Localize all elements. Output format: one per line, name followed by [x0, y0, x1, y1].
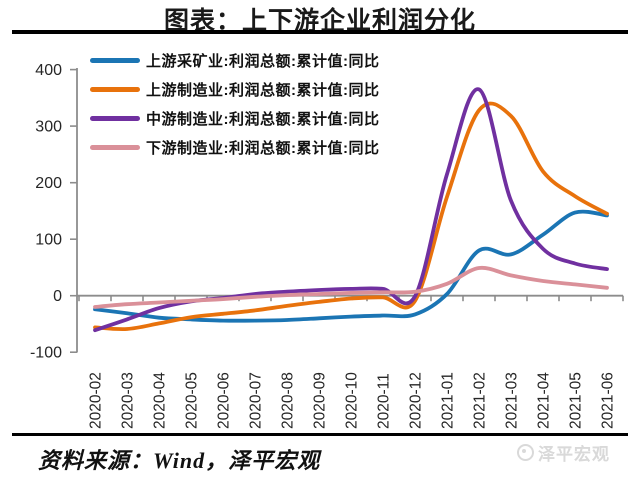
x-tick-label: 2020-08 — [280, 372, 297, 429]
x-tick-label: 2020-12 — [408, 372, 425, 429]
legend-item-midstream-manufacturing: 中游制造业:利润总额:累计值:同比 — [90, 104, 380, 133]
x-tick-label: 2021-05 — [568, 372, 585, 429]
watermark-logo-icon — [517, 444, 534, 461]
watermark: 泽平宏观 — [517, 440, 610, 465]
x-tick-label: 2020-11 — [376, 373, 393, 429]
x-tick-label: 2020-05 — [184, 372, 201, 429]
legend-label: 下游制造业:利润总额:累计值:同比 — [146, 140, 380, 157]
x-tick-label: 2021-02 — [472, 372, 489, 429]
x-tick-label: 2020-10 — [344, 372, 361, 429]
legend-line-swatch — [90, 58, 140, 63]
y-tick-label: 300 — [35, 119, 62, 136]
legend-line-swatch — [90, 145, 140, 150]
x-tick-label: 2020-07 — [248, 372, 265, 429]
watermark-text: 泽平宏观 — [538, 445, 610, 464]
y-tick-label: -100 — [30, 345, 62, 362]
x-tick-label: 2021-03 — [504, 372, 521, 429]
x-tick-label: 2020-04 — [152, 372, 169, 429]
x-tick-label: 2020-09 — [312, 372, 329, 429]
x-tick-label: 2020-06 — [216, 372, 233, 429]
legend-item-upstream-mining: 上游采矿业:利润总额:累计值:同比 — [90, 46, 380, 75]
footer-divider — [12, 433, 628, 436]
series-line-1 — [93, 101, 609, 332]
y-tick-label: 0 — [53, 288, 62, 305]
y-tick-label: 100 — [35, 232, 62, 249]
y-tick-label: 200 — [35, 175, 62, 192]
title-divider — [12, 30, 628, 34]
x-tick-label: 2021-06 — [600, 372, 617, 429]
legend-line-swatch — [90, 87, 140, 92]
series-line-3 — [93, 265, 609, 309]
y-tick-label: 400 — [35, 62, 62, 79]
x-tick-label: 2021-04 — [536, 372, 553, 429]
x-tick-label: 2021-01 — [440, 372, 457, 429]
source-note: 资料来源：Wind，泽平宏观 — [38, 448, 321, 473]
chart-legend: 上游采矿业:利润总额:累计值:同比 上游制造业:利润总额:累计值:同比 中游制造… — [90, 46, 380, 162]
legend-label: 中游制造业:利润总额:累计值:同比 — [146, 111, 380, 128]
x-tick-label: 2020-03 — [120, 372, 137, 429]
legend-item-downstream-manufacturing: 下游制造业:利润总额:累计值:同比 — [90, 133, 380, 162]
legend-label: 上游制造业:利润总额:累计值:同比 — [146, 82, 380, 99]
legend-line-swatch — [90, 116, 140, 121]
legend-label: 上游采矿业:利润总额:累计值:同比 — [146, 53, 380, 70]
legend-item-upstream-manufacturing: 上游制造业:利润总额:累计值:同比 — [90, 75, 380, 104]
x-tick-label: 2020-02 — [88, 372, 105, 429]
